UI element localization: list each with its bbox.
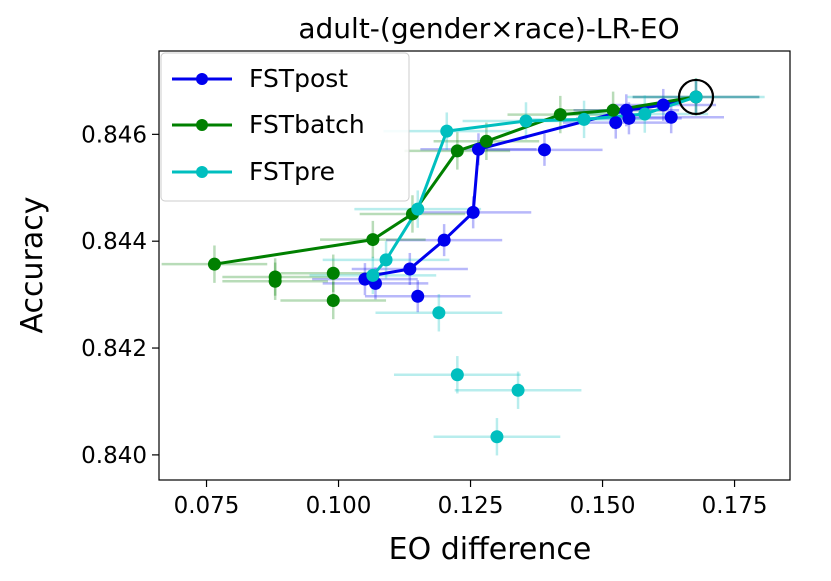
point-fstpost-6 (471, 142, 485, 156)
legend-marker-fstpre (196, 166, 208, 178)
point-fstbatch-10 (606, 103, 620, 117)
series-line-fstbatch (214, 95, 697, 266)
point-fstpre-9 (577, 112, 591, 126)
point-fstpost-8 (609, 116, 623, 130)
point-fstpre-5 (450, 368, 464, 382)
y-tick-label-3: 0.846 (81, 122, 147, 148)
point-fstpre-6 (490, 430, 504, 444)
point-fstbatch-9 (553, 108, 567, 122)
legend: FSTpost FSTbatch FSTpre (160, 52, 410, 202)
point-fstbatch-7 (450, 144, 464, 158)
point-fstpost-11 (656, 98, 670, 112)
point-fstbatch-4 (326, 293, 340, 307)
x-tick-label-1: 0.100 (306, 493, 372, 519)
y-tick-label-2: 0.844 (81, 229, 147, 255)
y-tick-label-1: 0.842 (81, 336, 147, 362)
x-tick-label-0: 0.075 (174, 493, 240, 519)
point-fstbatch-0 (207, 257, 221, 271)
point-fstpre-1 (379, 253, 393, 267)
point-fstpost-4 (437, 233, 451, 247)
point-fstpre-2 (411, 202, 425, 216)
plot-frame (158, 50, 791, 481)
x-axis: 0.075 0.100 0.125 0.150 0.175 (174, 480, 768, 519)
plot-area (161, 78, 765, 456)
point-fstpre-10 (638, 107, 652, 121)
point-fstpost-3 (411, 289, 425, 303)
point-fstpost-2 (403, 262, 417, 276)
point-fstpre-7 (511, 383, 525, 397)
point-fstbatch-3 (326, 266, 340, 280)
y-axis: 0.840 0.842 0.844 0.846 (81, 122, 159, 469)
legend-label-fstpre: FSTpre (249, 157, 335, 186)
point-fstbatch-5 (366, 233, 380, 247)
point-fstpost-5 (466, 205, 480, 219)
legend-frame (160, 52, 410, 202)
legend-marker-fstpost (196, 73, 208, 85)
point-fstpost-10 (622, 111, 636, 125)
chart-title: adult-(gender×race)-LR-EO (298, 12, 679, 45)
point-fstbatch-2 (268, 274, 282, 288)
x-axis-title: EO difference (389, 532, 592, 567)
legend-marker-fstbatch (196, 119, 208, 131)
x-tick-label-2: 0.125 (438, 493, 504, 519)
point-fstpost-12 (664, 110, 678, 124)
y-tick-label-0: 0.840 (81, 443, 147, 469)
series-line-fstpre (371, 95, 697, 277)
y-axis-title: Accuracy (15, 197, 50, 334)
point-fstpre-4 (440, 124, 454, 138)
x-tick-label-4: 0.175 (702, 493, 768, 519)
point-fstpre-11 (689, 90, 703, 104)
point-fstpost-7 (537, 143, 551, 157)
point-fstpre-3 (432, 306, 446, 320)
point-fstpre-8 (519, 114, 533, 128)
highlight-circle (677, 78, 715, 116)
legend-label-fstbatch: FSTbatch (249, 110, 365, 139)
point-fstpre-0 (366, 268, 380, 282)
point-fstbatch-8 (479, 134, 493, 148)
x-tick-label-3: 0.150 (570, 493, 636, 519)
legend-label-fstpost: FSTpost (249, 64, 348, 93)
